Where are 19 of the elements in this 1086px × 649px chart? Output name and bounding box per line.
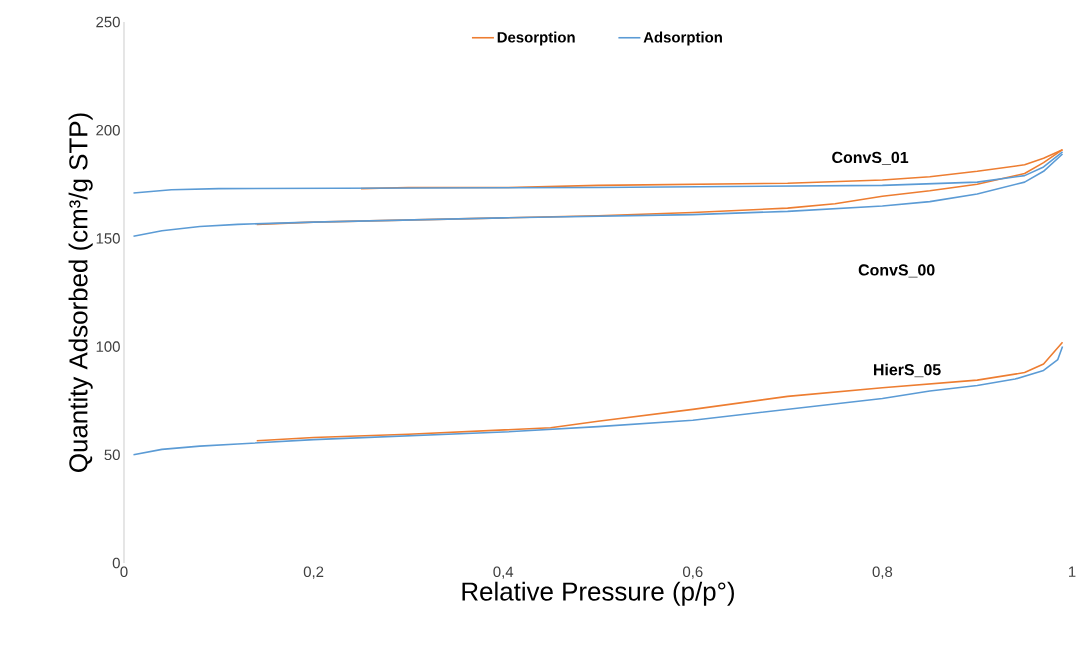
legend-label: Desorption bbox=[497, 31, 575, 46]
y-tick-label: 150 bbox=[96, 233, 120, 244]
y-tick-label: 250 bbox=[96, 16, 120, 28]
x-tick-label: 0,8 bbox=[872, 566, 893, 579]
y-tick-label: 50 bbox=[104, 449, 120, 461]
y-tick-label: 0 bbox=[112, 557, 120, 569]
y-tick-label: 200 bbox=[96, 124, 120, 136]
annotation: ConvS_00 bbox=[858, 264, 935, 278]
x-tick-label: 0 bbox=[120, 566, 128, 578]
annotation: ConvS_01 bbox=[832, 151, 909, 165]
x-tick-label: 0,4 bbox=[493, 566, 514, 579]
annotation: HierS_05 bbox=[874, 363, 941, 378]
x-tick-label: 0,6 bbox=[683, 566, 703, 579]
x-axis-title: Relative Pressure (p/p°) bbox=[462, 581, 734, 606]
x-tick-label: 0,2 bbox=[303, 566, 324, 579]
x-tick-label: 1 bbox=[1069, 566, 1076, 577]
legend-label: Adsorption bbox=[643, 31, 722, 46]
y-tick-label: 100 bbox=[96, 341, 120, 352]
y-axis-title: Quantity Adsorbed (cm³/g STP) bbox=[68, 113, 93, 472]
